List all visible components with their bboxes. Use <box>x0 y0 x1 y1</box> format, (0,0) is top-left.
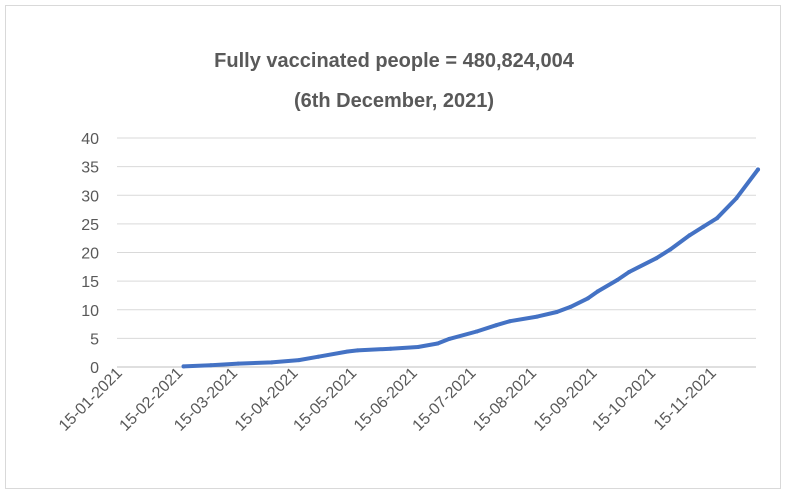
data-point <box>554 310 559 314</box>
data-point <box>701 224 706 229</box>
data-point <box>756 167 760 172</box>
data-point <box>474 329 479 334</box>
data-point <box>269 360 274 365</box>
y-tick-label: 30 <box>81 188 99 205</box>
data-point <box>345 349 350 354</box>
data-point <box>627 270 632 274</box>
data-point <box>236 361 241 366</box>
y-tick-label: 0 <box>90 360 99 377</box>
series-line <box>181 167 760 369</box>
data-point <box>296 358 301 363</box>
data-point <box>568 304 573 309</box>
x-tick-label: 15-10-2021 <box>589 365 659 435</box>
y-tick-label: 15 <box>81 274 99 291</box>
data-point <box>494 323 499 328</box>
chart-frame: Fully vaccinated people = 480,824,004 (6… <box>5 5 781 489</box>
y-tick-label: 40 <box>81 131 99 148</box>
y-tick-label: 5 <box>90 331 99 348</box>
line-chart: 051015202530354015-01-202115-02-202115-0… <box>56 131 760 435</box>
chart-title: Fully vaccinated people = 480,824,004 <box>214 50 574 72</box>
y-tick-label: 35 <box>81 160 99 177</box>
x-tick-label: 15-11-2021 <box>651 365 720 434</box>
data-point <box>208 363 213 368</box>
data-point <box>507 319 512 324</box>
data-point <box>181 364 186 369</box>
data-point <box>316 354 321 359</box>
data-point <box>435 341 440 346</box>
data-point <box>586 296 590 301</box>
x-tick-label: 15-08-2021 <box>470 365 540 435</box>
data-point <box>687 233 692 238</box>
data-point <box>416 345 420 349</box>
x-tick-label: 15-07-2021 <box>410 365 480 435</box>
x-tick-label: 15-05-2021 <box>290 365 360 435</box>
y-tick-label: 10 <box>81 303 99 320</box>
chart-subtitle: (6th December, 2021) <box>293 90 495 112</box>
y-tick-label: 20 <box>81 246 99 263</box>
data-point <box>615 278 620 282</box>
data-point <box>447 336 452 341</box>
data-point <box>715 216 719 221</box>
data-point <box>668 247 673 252</box>
data-point <box>734 196 739 201</box>
data-point <box>595 289 600 294</box>
data-point <box>654 256 659 261</box>
data-point <box>355 348 360 353</box>
data-point <box>388 346 393 351</box>
y-tick-label: 25 <box>81 217 99 234</box>
data-point <box>535 314 540 319</box>
